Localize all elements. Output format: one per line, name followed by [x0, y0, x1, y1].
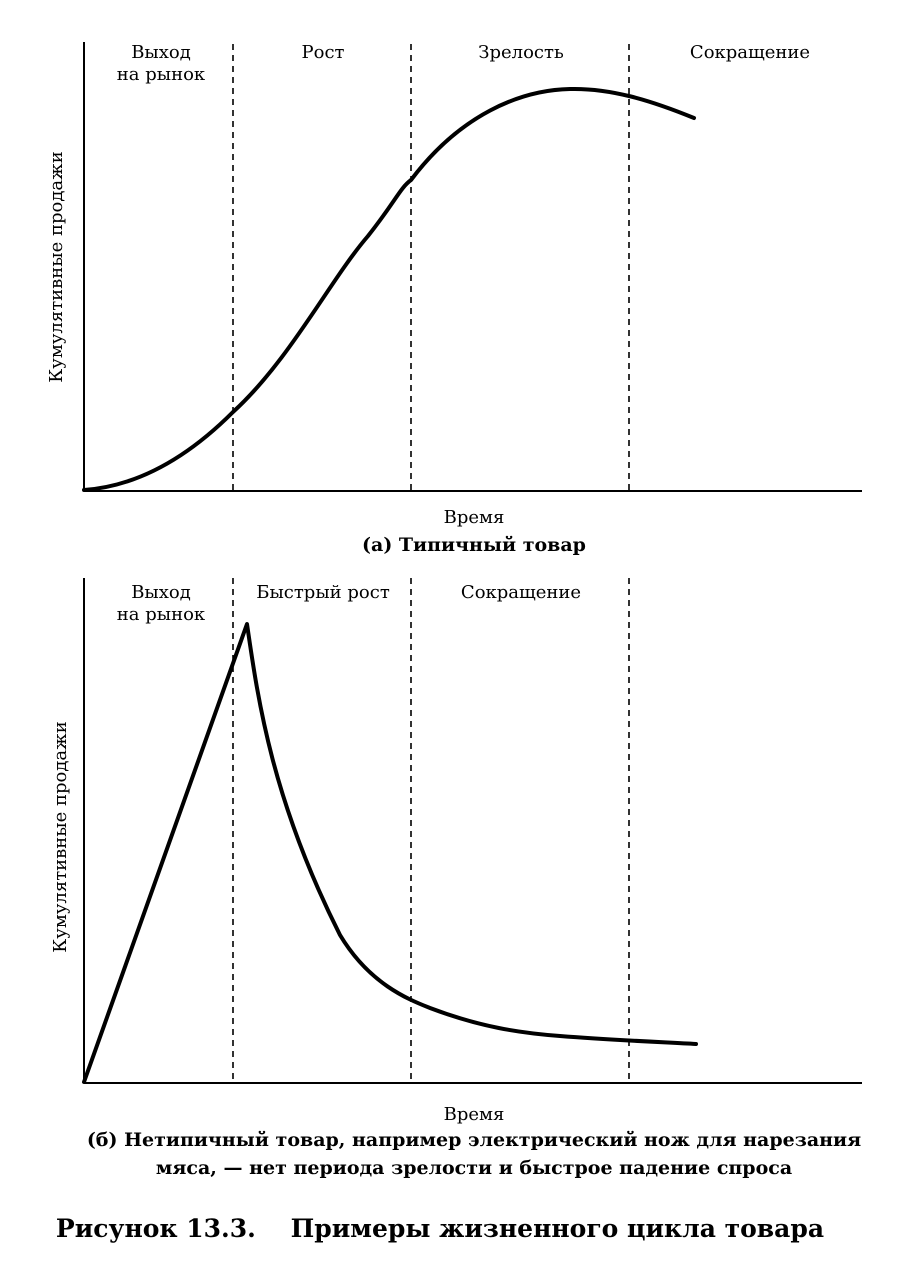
panel-a-y-axis-label: Кумулятивные продажи — [46, 151, 67, 382]
panel-a-stage-2-label: Рост — [302, 42, 345, 63]
panel-a-stage-1-line-1: Выход — [131, 42, 191, 63]
panel-b: Выход на рынок Быстрый рост Сокращение К… — [50, 578, 862, 1179]
figure-title: Рисунок 13.3. Примеры жизненного цикла т… — [56, 1214, 824, 1243]
panel-b-stage-2-label: Быстрый рост — [256, 582, 390, 603]
panel-a-x-axis-label: Время — [444, 507, 505, 528]
panel-b-sales-curve — [82, 622, 698, 1084]
panel-a: Выход на рынок Рост Зрелость Сокращение … — [46, 42, 862, 556]
panel-a-caption: (а) Типичный товар — [362, 534, 586, 556]
panel-b-stage-1-line-2: на рынок — [117, 604, 206, 625]
panel-a-stage-1-line-2: на рынок — [117, 64, 206, 85]
panel-b-y-axis-label: Кумулятивные продажи — [50, 721, 71, 952]
panel-b-stage-3-label: Сокращение — [461, 582, 581, 603]
panel-b-caption-line-1: (б) Нетипичный товар, например электриче… — [87, 1129, 861, 1151]
panel-a-stage-3-label: Зрелость — [478, 42, 564, 63]
panel-b-x-axis-label: Время — [444, 1104, 505, 1125]
panel-a-sales-curve — [82, 86, 696, 492]
panel-b-caption-line-2: мяса, — нет периода зрелости и быстрое п… — [156, 1157, 792, 1179]
panel-b-stage-1-line-1: Выход — [131, 582, 191, 603]
panel-a-stage-4-label: Сокращение — [690, 42, 810, 63]
